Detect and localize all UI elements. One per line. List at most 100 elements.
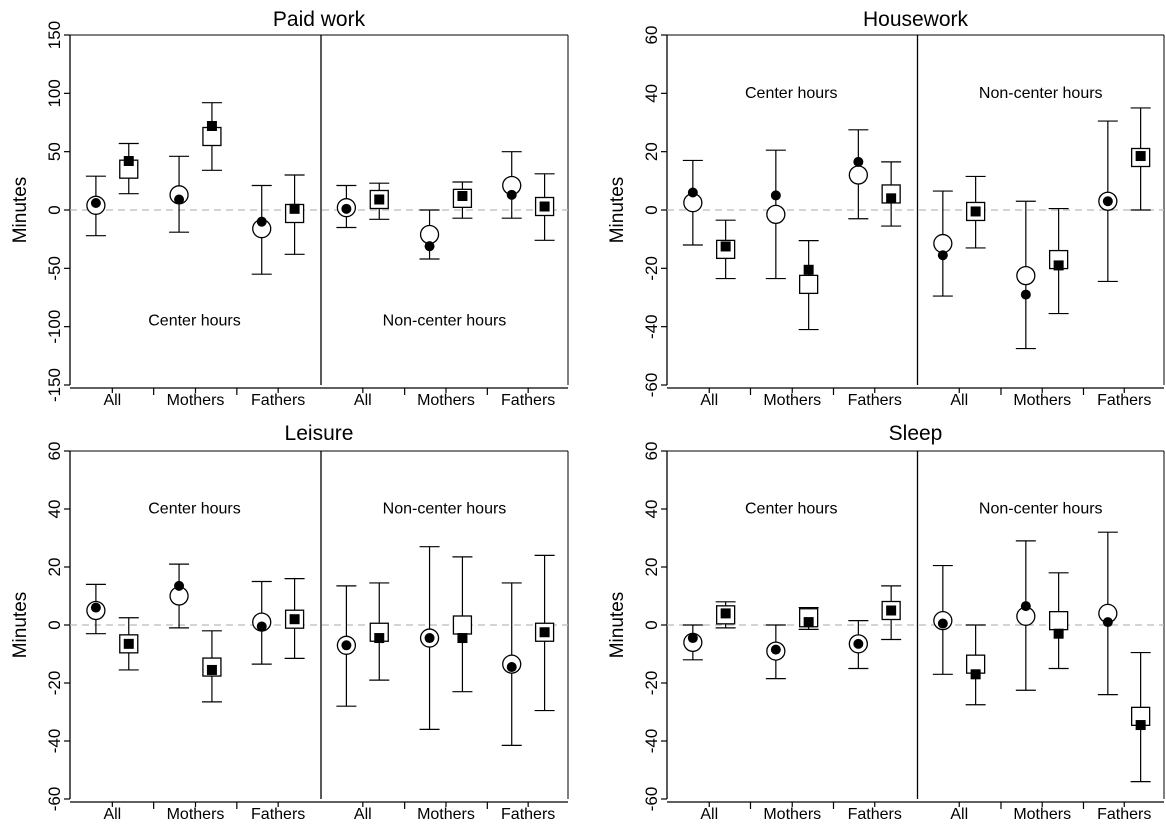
x-tick-label: Mothers [417,806,475,823]
x-tick-label: All [354,806,372,823]
y-tick-label: -20 [45,671,64,696]
non-center-hours-label: Non-center hours [979,85,1103,102]
filled-square-point [539,201,550,212]
x-tick-label: All [103,392,121,409]
x-tick-label: Fathers [251,806,305,823]
y-tick-label: -60 [642,787,661,812]
y-tick-label: -150 [45,368,64,402]
filled-circle-point [853,156,864,167]
filled-circle-point [937,250,948,261]
center-hours-label: Center hours [148,501,241,518]
panel-title: Paid work [273,8,366,31]
filled-circle-point [174,194,185,205]
filled-square-point [1135,151,1146,162]
non-center-hours-label: Non-center hours [979,501,1103,518]
y-axis-title: Minutes [607,592,628,659]
y-tick-label: 40 [642,500,661,519]
filled-circle-point [341,203,352,214]
y-tick-label: 0 [45,620,64,629]
panel-title: Sleep [889,422,943,445]
filled-square-point [1053,628,1064,639]
x-tick-label: Fathers [848,806,902,823]
filled-square-point [970,669,981,680]
open-square-point [798,274,819,295]
y-tick-label: 60 [642,26,661,45]
x-tick-label: All [950,392,968,409]
non-center-hours-label: Non-center hours [383,313,507,330]
x-tick-label: All [700,806,718,823]
filled-square-point [457,633,468,644]
x-tick-label: All [950,806,968,823]
open-circle-point [1016,265,1036,286]
x-tick-label: Fathers [1097,806,1151,823]
filled-circle-point [687,187,698,198]
filled-square-point [374,194,385,205]
x-tick-label: Mothers [1013,392,1071,409]
open-square-point [1048,611,1069,631]
y-tick-label: -40 [45,729,64,754]
filled-square-point [123,638,134,649]
filled-square-point [970,206,981,217]
x-tick-label: Mothers [167,806,225,823]
non-center-hours-label: Non-center hours [383,501,507,518]
y-tick-label: 0 [642,205,661,214]
y-axis-title: Minutes [607,177,628,244]
filled-circle-point [506,189,517,200]
filled-square-point [374,633,385,644]
filled-square-point [289,614,300,625]
y-tick-label: -50 [45,256,64,281]
x-tick-label: Mothers [763,806,821,823]
filled-square-point [803,264,814,275]
filled-circle-point [341,640,352,651]
y-tick-label: 50 [45,142,64,161]
x-tick-label: Mothers [417,392,475,409]
y-tick-label: 20 [642,558,661,577]
y-axis-title: Minutes [10,177,31,244]
x-tick-label: Fathers [848,392,902,409]
y-tick-label: 0 [45,205,64,214]
filled-circle-point [424,241,435,252]
filled-square-point [886,193,897,204]
y-tick-label: -100 [45,310,64,344]
x-tick-label: Mothers [1013,806,1071,823]
filled-circle-point [506,662,517,673]
x-tick-label: All [700,392,718,409]
y-axis-title: Minutes [10,592,31,659]
filled-circle-point [770,644,781,655]
filled-circle-point [1020,289,1031,300]
filled-square-point [289,203,300,214]
filled-circle-point [174,580,185,591]
y-tick-label: 20 [642,142,661,161]
filled-square-point [1135,720,1146,731]
y-tick-label: 150 [45,21,64,49]
filled-circle-point [687,633,698,644]
filled-square-point [539,627,550,638]
filled-circle-point [256,216,267,227]
filled-square-point [1053,260,1064,271]
x-tick-label: All [354,392,372,409]
y-tick-label: 60 [642,442,661,461]
panel-2: Leisure -60 -40 -20 0 20 40 60 Minutes All Mothers… [10,422,569,823]
y-tick-label: -60 [642,373,661,398]
y-tick-label: 40 [642,84,661,103]
filled-circle-point [256,621,267,632]
filled-circle-point [937,618,948,629]
filled-square-point [886,605,897,616]
filled-circle-point [770,190,781,201]
filled-square-point [803,617,814,628]
panel-3: Sleep -60 -40 -20 0 20 40 60 Minutes All Mothers Fa… [607,422,1165,823]
x-tick-label: All [103,806,121,823]
center-hours-label: Center hours [148,313,241,330]
x-tick-label: Fathers [251,392,305,409]
center-hours-label: Center hours [745,501,838,518]
filled-circle-point [90,198,101,208]
filled-circle-point [1102,617,1113,628]
filled-circle-point [90,602,101,613]
open-circle-point [848,165,868,185]
y-tick-label: -20 [642,671,661,696]
x-tick-label: Fathers [1097,392,1151,409]
y-tick-label: 40 [45,500,64,519]
y-tick-label: 100 [45,79,64,107]
y-tick-label: -60 [45,787,64,812]
y-tick-label: 20 [45,558,64,577]
